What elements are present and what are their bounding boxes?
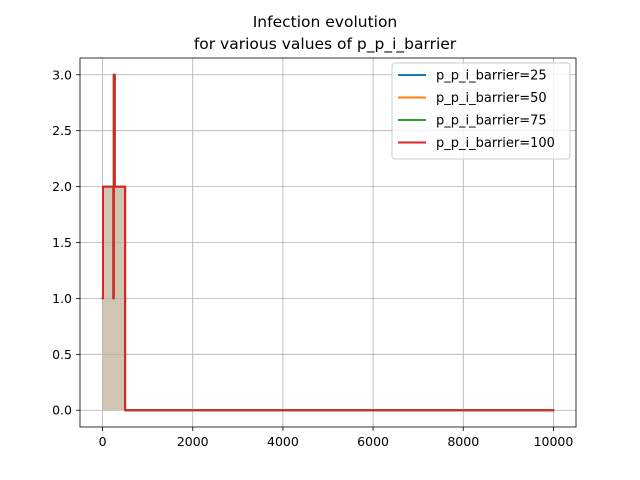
y-tick-label: 0.5 — [52, 347, 72, 362]
chart-title: Infection evolution — [253, 13, 398, 31]
x-tick-label: 4000 — [267, 434, 299, 449]
legend: p_p_i_barrier=25 p_p_i_barrier=50 p_p_i_ba… — [391, 62, 571, 160]
y-tick-label: 0.0 — [52, 403, 72, 418]
x-tick-label: 0 — [99, 434, 107, 449]
y-tick-label: 3.0 — [52, 67, 72, 82]
y-tick-label: 1.5 — [52, 235, 72, 250]
y-tick-label: 2.0 — [52, 179, 72, 194]
x-tick-label: 8000 — [447, 434, 479, 449]
tick-layer: 0 2000 4000 6000 8000 10000 0.0 0.5 1.0 1.5 2.0 2.5… — [52, 67, 573, 449]
x-tick-label: 10000 — [534, 434, 574, 449]
legend-label-4: p_p_i_barrier=100 — [436, 136, 555, 151]
legend-box — [391, 62, 571, 160]
legend-label-1: p_p_i_barrier=25 — [436, 69, 547, 84]
x-tick-label: 6000 — [357, 434, 389, 449]
legend-label-3: p_p_i_barrier=75 — [436, 114, 547, 129]
series-layer — [101, 73, 555, 412]
chart-subtitle: for various values of p_p_i_barrier — [194, 35, 457, 54]
y-tick-label: 2.5 — [52, 123, 72, 138]
legend-label-2: p_p_i_barrier=50 — [436, 91, 547, 106]
y-tick-label: 1.0 — [52, 291, 72, 306]
series-line-4 — [101, 73, 555, 412]
x-tick-label: 2000 — [177, 434, 209, 449]
